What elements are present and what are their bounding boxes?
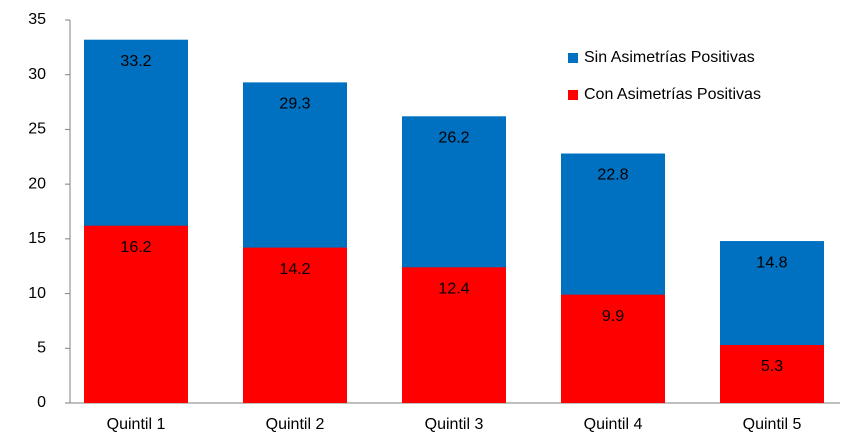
value-label: 9.9 bbox=[602, 308, 624, 325]
x-tick-label: Quintil 2 bbox=[266, 416, 325, 433]
value-label: 33.2 bbox=[120, 53, 151, 70]
y-tick-label: 25 bbox=[28, 121, 46, 138]
y-tick-label: 10 bbox=[28, 285, 46, 302]
legend-label: Sin Asimetrías Positivas bbox=[584, 49, 755, 66]
bar bbox=[561, 294, 665, 403]
x-tick-label: Quintil 4 bbox=[584, 416, 643, 433]
value-label: 14.8 bbox=[756, 254, 787, 271]
x-tick-label: Quintil 5 bbox=[743, 416, 802, 433]
y-tick-label: 5 bbox=[37, 340, 46, 357]
value-label: 26.2 bbox=[438, 130, 469, 147]
bar bbox=[720, 345, 824, 403]
bar bbox=[84, 225, 188, 403]
bar bbox=[402, 267, 506, 403]
y-tick-label: 35 bbox=[28, 11, 46, 28]
y-tick-label: 0 bbox=[37, 394, 46, 411]
x-tick-label: Quintil 3 bbox=[425, 416, 484, 433]
value-label: 14.2 bbox=[279, 261, 310, 278]
value-label: 22.8 bbox=[597, 167, 628, 184]
value-label: 5.3 bbox=[761, 358, 783, 375]
bar bbox=[243, 247, 347, 403]
legend-label: Con Asimetrías Positivas bbox=[584, 86, 761, 103]
legend-swatch bbox=[568, 53, 578, 63]
legend-swatch bbox=[568, 90, 578, 100]
y-tick-label: 15 bbox=[28, 230, 46, 247]
value-label: 29.3 bbox=[279, 96, 310, 113]
y-tick-label: 20 bbox=[28, 175, 46, 192]
value-label: 16.2 bbox=[120, 239, 151, 256]
y-tick-label: 30 bbox=[28, 66, 46, 83]
x-tick-label: Quintil 1 bbox=[107, 416, 166, 433]
value-label: 12.4 bbox=[438, 281, 469, 298]
